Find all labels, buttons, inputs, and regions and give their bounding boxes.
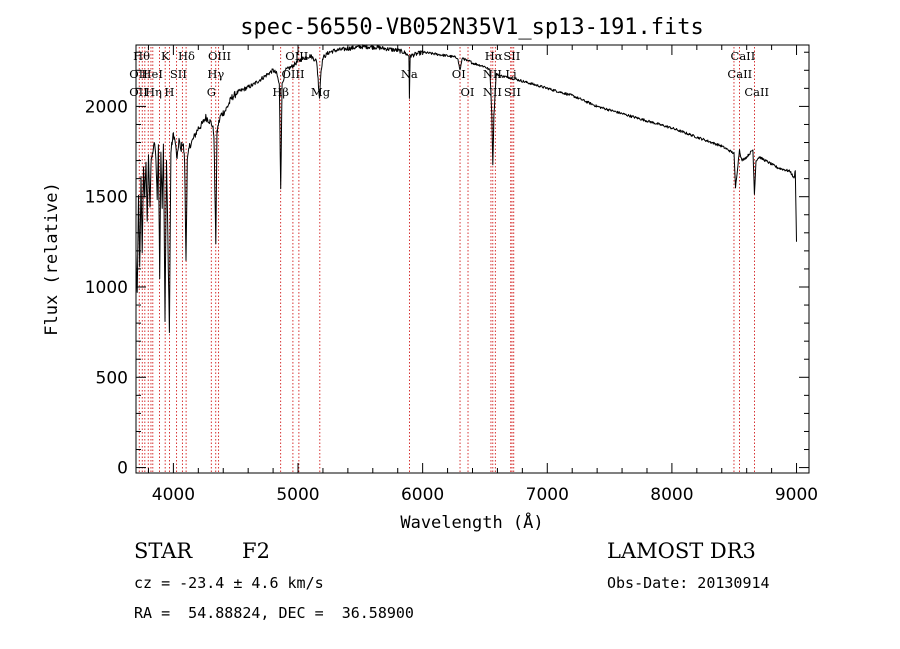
x-tick-label: 6000 xyxy=(401,485,444,505)
x-tick-label: 9000 xyxy=(775,485,818,505)
x-tick-label: 4000 xyxy=(152,485,195,505)
line-label-r2-5: Mg xyxy=(311,85,331,99)
line-label-r2-3: G xyxy=(207,85,216,99)
line-label-r2-1: Hη xyxy=(145,85,162,99)
line-label-r1-2: SII xyxy=(170,67,187,81)
y-tick-label: 0 xyxy=(117,459,128,479)
line-label-r0-6: SII xyxy=(503,49,520,63)
line-label-r1-4: OIII xyxy=(281,67,304,81)
line-label-r1-1: HeI xyxy=(142,67,163,81)
line-label-r0-2: Hδ xyxy=(178,49,195,63)
line-label-r1-0: OII xyxy=(129,67,148,81)
y-axis-label: Flux (relative) xyxy=(42,182,62,336)
object-subclass: F2 xyxy=(242,539,270,563)
line-label-r1-3: Hγ xyxy=(207,67,224,81)
observation-date: Obs-Date: 20130914 xyxy=(607,574,770,592)
x-tick-label: 5000 xyxy=(276,485,319,505)
chart-title: spec-56550-VB052N35V1_sp13-191.fits xyxy=(240,15,704,40)
line-label-r2-2: H xyxy=(164,85,174,99)
line-label-r0-4: OIII xyxy=(285,49,308,63)
line-label-r1-9: CaII xyxy=(727,67,752,81)
line-label-r1-8: Li xyxy=(505,67,517,81)
line-label-r2-0: OII xyxy=(129,85,148,99)
x-axis-ticks: 4000 5000 6000 7000 8000 9000 xyxy=(147,45,818,505)
line-markers xyxy=(138,47,755,473)
object-class: STAR xyxy=(134,539,193,563)
line-label-r2-6: OI xyxy=(461,85,475,99)
series-layer xyxy=(135,44,797,333)
line-label-r0-3: OIII xyxy=(208,49,231,63)
line-label-r0-5: Hα xyxy=(485,49,503,63)
line-label-r2-4: Hβ xyxy=(272,85,289,99)
y-tick-label: 2000 xyxy=(85,97,128,117)
x-tick-label: 7000 xyxy=(526,485,569,505)
line-label-r2-8: SII xyxy=(504,85,521,99)
x-axis-label: Wavelength (Å) xyxy=(400,511,543,533)
x-tick-label: 8000 xyxy=(650,485,693,505)
y-axis-ticks: 0 500 1000 1500 2000 xyxy=(85,51,809,479)
line-label-r1-5: Na xyxy=(401,67,418,81)
survey-name: LAMOST DR3 xyxy=(607,539,756,563)
plot-frame xyxy=(135,44,810,474)
line-label-r1-6: OI xyxy=(452,67,466,81)
y-tick-label: 1000 xyxy=(85,278,128,298)
coordinates: RA = 54.88824, DEC = 36.58900 xyxy=(134,604,414,622)
line-label-r2-9: CaII xyxy=(744,85,769,99)
line-label-r0-7: CaII xyxy=(731,49,756,63)
line-label-r2-7: NII xyxy=(483,85,502,99)
redshift-velocity: cz = -23.4 ± 4.6 km/s xyxy=(134,574,324,592)
y-tick-label: 500 xyxy=(96,368,128,388)
line-label-r0-1: K xyxy=(161,49,170,63)
spectrum-line xyxy=(135,44,797,333)
line-label-r1-7: NII xyxy=(483,67,502,81)
y-tick-label: 1500 xyxy=(85,188,128,208)
